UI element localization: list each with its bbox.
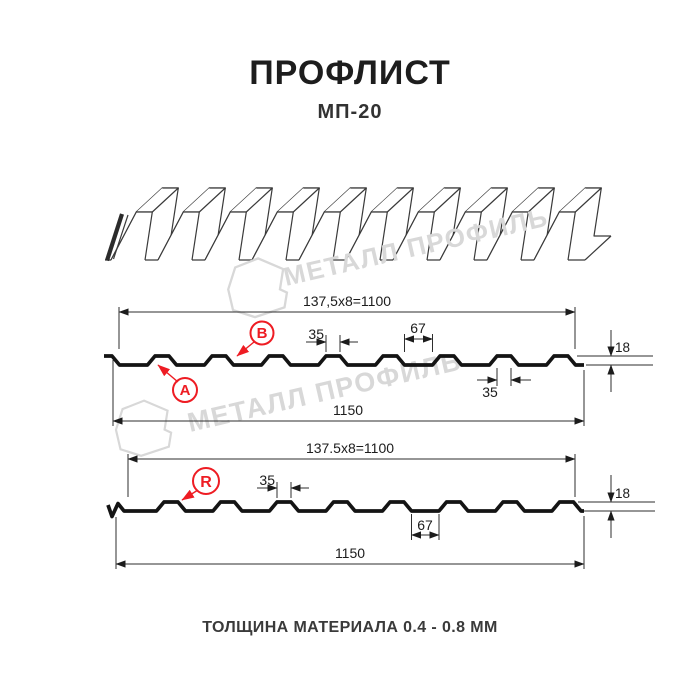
metall-profil-logo-icon [114, 399, 173, 457]
dimension-valley-width: 67 [411, 514, 440, 540]
dimension-rib-top-width: 35 [306, 326, 358, 352]
page-title: ПРОФЛИСТ [249, 54, 451, 92]
profile-model: МП-20 [317, 101, 383, 123]
dimension-label: 137,5x8=1100 [303, 293, 391, 309]
side-b-label: В [257, 325, 268, 342]
dimension-label: 35 [482, 384, 498, 400]
dimension-total-width: 1150 [115, 516, 585, 569]
label-b-badge: В [236, 320, 275, 357]
dimension-label: 1150 [335, 545, 365, 561]
dimension-label: 35 [308, 326, 324, 342]
label-a-badge: А [157, 364, 198, 403]
material-thickness-note: ТОЛЩИНА МАТЕРИАЛА 0.4 - 0.8 ММ [202, 619, 498, 636]
cross-section-a-b: 137,5x8=1100 35 67 18 [104, 293, 653, 426]
dimension-label: 67 [410, 320, 426, 336]
dimension-rib-top-width: 35 [257, 472, 309, 498]
dimension-rib-bottom-width: 35 [477, 368, 531, 400]
sheet-3d-view [105, 187, 612, 262]
dimension-valley-width: 67 [404, 320, 433, 352]
label-r-badge: R [181, 467, 220, 501]
cross-section-r: 137.5x8=1100 35 67 18 [106, 440, 655, 569]
dimension-working-width: 137,5x8=1100 [118, 293, 576, 349]
dimension-working-width: 137.5x8=1100 [127, 440, 576, 497]
dimension-label: 18 [615, 486, 630, 501]
dimension-profile-height: 18 [577, 330, 653, 392]
profile-outline [104, 354, 584, 367]
dimension-label: 35 [259, 472, 275, 488]
metall-profil-logo-icon [227, 257, 289, 319]
side-a-label: А [180, 382, 191, 399]
dimension-profile-height: 18 [578, 475, 655, 538]
dimension-label: 137.5x8=1100 [306, 440, 394, 456]
dimension-total-width: 1150 [112, 360, 585, 426]
profile-outline [106, 500, 584, 519]
side-r-label: R [200, 474, 212, 491]
dimension-label: 18 [615, 340, 630, 355]
dimension-label: 1150 [333, 402, 363, 418]
dimension-label: 67 [417, 517, 433, 533]
